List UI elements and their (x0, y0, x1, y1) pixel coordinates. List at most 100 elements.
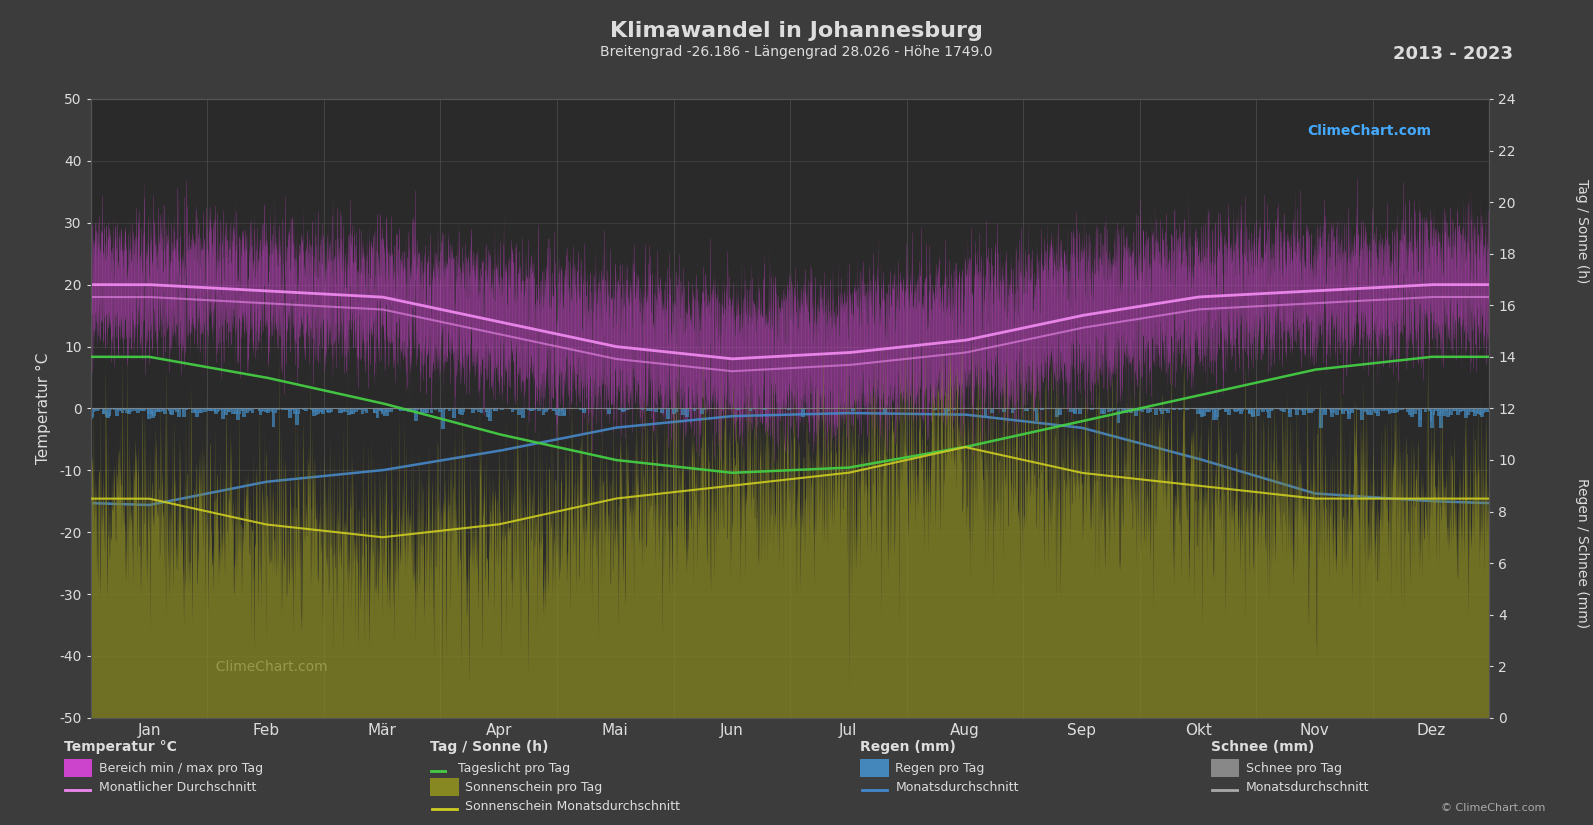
Bar (153, 408, 158, 411)
Bar (258, 408, 263, 416)
Bar (1459, 408, 1464, 411)
Bar (376, 408, 379, 410)
Bar (1309, 408, 1314, 410)
Bar (1330, 408, 1335, 413)
Bar (1488, 408, 1491, 411)
Bar (245, 408, 250, 413)
Bar (1431, 408, 1435, 415)
Bar (162, 408, 166, 411)
Bar (177, 408, 182, 417)
Bar (1337, 408, 1340, 410)
Bar (479, 408, 483, 412)
Bar (1486, 408, 1489, 412)
Bar (1078, 408, 1082, 414)
Bar (207, 408, 212, 411)
Bar (1126, 408, 1131, 412)
Bar (1346, 408, 1349, 412)
Bar (1287, 408, 1292, 417)
Bar (1137, 408, 1141, 411)
Bar (196, 408, 199, 411)
Bar (1058, 408, 1063, 415)
Bar (169, 408, 172, 412)
Bar (264, 408, 268, 412)
Bar (1211, 408, 1215, 410)
Bar (401, 408, 405, 410)
Bar (296, 408, 299, 414)
Bar (204, 408, 207, 412)
Bar (421, 408, 424, 413)
Bar (414, 408, 417, 412)
Bar (1301, 408, 1306, 415)
Bar (107, 408, 110, 414)
Bar (425, 408, 429, 412)
Bar (341, 408, 344, 411)
Bar (1400, 408, 1403, 411)
Bar (349, 408, 354, 414)
Bar (118, 408, 121, 411)
Bar (349, 408, 354, 409)
Bar (272, 408, 276, 410)
Bar (1389, 408, 1392, 412)
Bar (1466, 408, 1470, 415)
Bar (1413, 408, 1416, 413)
Bar (107, 408, 110, 418)
Bar (288, 408, 292, 418)
Bar (1440, 408, 1443, 413)
Bar (1305, 408, 1308, 410)
Bar (1236, 408, 1241, 411)
Bar (1464, 408, 1467, 411)
Bar (996, 408, 999, 409)
Bar (1360, 408, 1364, 420)
Bar (137, 408, 140, 413)
Bar (1107, 408, 1110, 412)
Bar (1308, 408, 1313, 411)
Bar (282, 408, 285, 410)
Bar (1249, 408, 1252, 412)
Bar (801, 408, 804, 417)
Bar (1410, 408, 1413, 417)
Bar (249, 408, 252, 410)
Bar (1137, 408, 1141, 410)
Bar (1012, 408, 1016, 410)
Bar (1472, 408, 1477, 412)
Bar (177, 408, 182, 410)
Bar (1364, 408, 1367, 412)
Bar (530, 408, 534, 412)
Bar (562, 408, 566, 416)
Bar (220, 408, 223, 410)
Bar (1330, 408, 1335, 417)
Bar (234, 408, 237, 414)
Bar (221, 408, 225, 409)
Bar (1485, 408, 1488, 410)
Bar (1266, 408, 1271, 417)
Text: Regen pro Tag: Regen pro Tag (895, 762, 984, 776)
Bar (409, 408, 414, 410)
Bar (317, 408, 320, 412)
Bar (1480, 408, 1483, 417)
Bar (1002, 408, 1007, 412)
Bar (342, 408, 347, 412)
Bar (1141, 408, 1144, 412)
Bar (543, 408, 548, 412)
Bar (1225, 408, 1228, 409)
Bar (261, 408, 264, 410)
Bar (1421, 408, 1426, 409)
Bar (322, 408, 325, 410)
Bar (1486, 408, 1489, 409)
Bar (357, 408, 360, 409)
Bar (701, 408, 704, 414)
Bar (1294, 408, 1297, 410)
Bar (182, 408, 186, 417)
Bar (328, 408, 331, 409)
Bar (121, 408, 124, 413)
Bar (561, 408, 564, 411)
Bar (210, 408, 213, 412)
Bar (1321, 408, 1324, 410)
Bar (105, 408, 108, 417)
Bar (107, 408, 110, 412)
Bar (1251, 408, 1255, 417)
Bar (562, 408, 567, 415)
Bar (142, 408, 145, 411)
Bar (462, 408, 465, 412)
Bar (389, 408, 393, 412)
